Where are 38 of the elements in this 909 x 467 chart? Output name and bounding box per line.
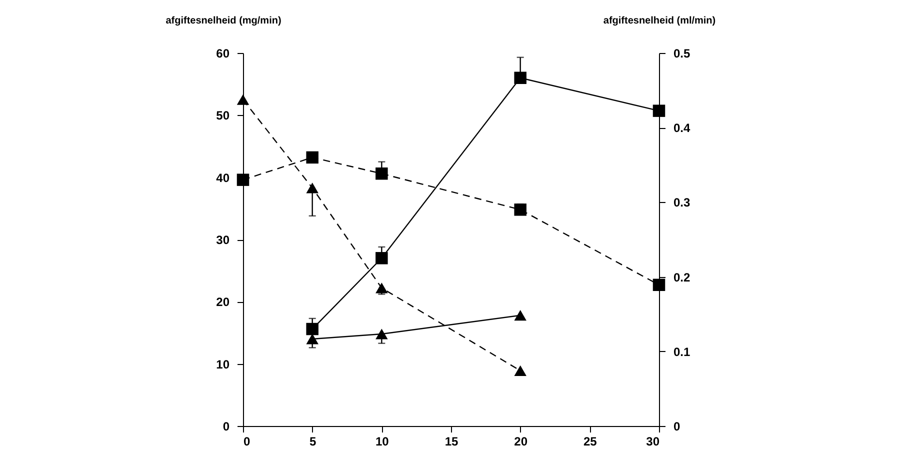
- point: [236, 174, 250, 186]
- y-tick-label: 0: [222, 420, 230, 434]
- point: [514, 310, 526, 321]
- point: [376, 167, 388, 180]
- point: [306, 151, 318, 164]
- y-tick-label: 10: [216, 357, 230, 372]
- x-tick-label: 20: [514, 434, 528, 448]
- point: [376, 328, 388, 340]
- y-tick-label: 40: [216, 170, 230, 185]
- x-tick-label: 10: [375, 434, 390, 448]
- y2-tick-label: 0: [674, 420, 680, 434]
- y2-tick-label: 0.4: [674, 121, 691, 136]
- point: [652, 278, 666, 292]
- point: [306, 322, 318, 336]
- x-tick-label: 5: [309, 434, 316, 448]
- y2-tick-label: 0.5: [674, 46, 691, 60]
- x-tick-label: 15: [444, 434, 458, 448]
- point: [306, 182, 318, 194]
- point: [376, 252, 388, 264]
- point: [236, 94, 250, 105]
- y-tick-label: 30: [216, 233, 230, 247]
- point: [376, 282, 388, 294]
- y-axis-title: afgiftesnelheid (mg/min): [166, 16, 282, 26]
- y-tick-label: 50: [216, 108, 230, 123]
- point: [652, 104, 666, 117]
- y-tick-label: 60: [216, 46, 230, 60]
- y2-tick-label: 0.3: [674, 196, 691, 210]
- x-tick-label: 0: [244, 434, 250, 448]
- y2-axis-title: afgiftesnelheid (ml/min): [603, 16, 716, 26]
- y-tick-label: 20: [216, 295, 230, 310]
- x-tick-label: 30: [646, 434, 660, 448]
- y2-tick-label: 0.1: [674, 344, 691, 359]
- y2-tick-label: 0.2: [674, 270, 691, 284]
- point: [514, 72, 526, 84]
- point: [514, 204, 526, 216]
- x-tick-label: 25: [583, 434, 598, 448]
- point: [306, 334, 318, 344]
- point: [514, 365, 526, 376]
